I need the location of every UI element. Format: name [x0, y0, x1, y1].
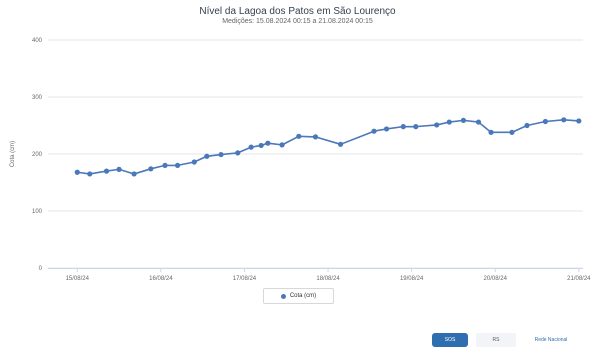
x-tick-label: 17/08/24 [233, 276, 257, 282]
x-tick-label: 21/08/24 [567, 276, 591, 282]
legend-label: Cota (cm) [289, 293, 317, 299]
x-tick-label: 19/08/24 [400, 276, 424, 282]
data-point [371, 128, 377, 134]
x-tick-label: 15/08/24 [66, 276, 90, 282]
legend-marker-icon [280, 293, 286, 299]
data-point [87, 171, 93, 177]
x-tick-label: 20/08/24 [484, 276, 508, 282]
data-point [103, 168, 110, 174]
y-tick-label: 100 [32, 209, 43, 215]
data-point [561, 117, 567, 123]
y-tick-label: 200 [32, 152, 43, 158]
x-tick-label: 18/08/24 [316, 276, 340, 282]
data-point [337, 141, 344, 147]
data-point [383, 126, 390, 132]
legend[interactable]: Cota (cm) [263, 288, 334, 304]
data-point [576, 118, 582, 124]
chart-title: Nível da Lagoa dos Patos em São Lourenço [199, 6, 396, 17]
data-point [542, 118, 548, 125]
logo-b: RS [476, 333, 516, 347]
data-point [279, 142, 285, 148]
data-point [131, 171, 137, 177]
y-tick-label: 300 [32, 95, 43, 101]
data-point [509, 129, 515, 135]
data-point [74, 169, 80, 175]
data-point [258, 142, 264, 149]
y-axis-title: Cota (cm) [10, 141, 16, 167]
series-line [77, 119, 579, 175]
logo-a: SOS [432, 333, 468, 347]
data-point [296, 133, 302, 139]
data-point [248, 144, 254, 150]
data-point [218, 151, 224, 158]
data-point [116, 166, 122, 172]
data-point [162, 162, 168, 168]
data-point [400, 124, 406, 130]
data-point [524, 122, 530, 129]
x-tick-label: 16/08/24 [149, 276, 173, 282]
data-point [488, 129, 494, 135]
y-tick-label: 0 [39, 266, 43, 272]
data-point [446, 119, 452, 125]
data-point [434, 122, 440, 128]
data-point [235, 150, 241, 156]
data-point [148, 166, 154, 172]
chart-subtitle: Medições: 15.08.2024 00:15 a 21.08.2024 … [222, 18, 373, 25]
y-tick-label: 400 [32, 38, 43, 44]
data-point [475, 119, 482, 125]
data-point [174, 162, 181, 168]
data-point [204, 153, 210, 159]
data-point [312, 134, 319, 140]
data-point [460, 117, 467, 123]
data-point [191, 159, 197, 165]
logo-c: Rede Nacional [534, 337, 568, 343]
data-point [413, 124, 419, 130]
footer-logos: SOS RS Rede Nacional [432, 325, 592, 355]
data-point [265, 140, 271, 146]
